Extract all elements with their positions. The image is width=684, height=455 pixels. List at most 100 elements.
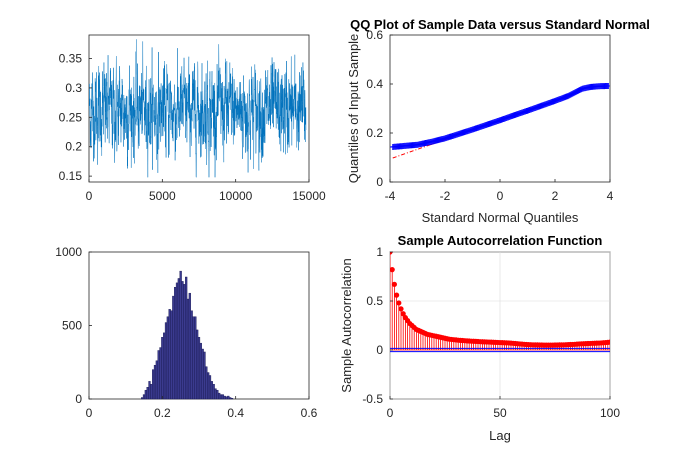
x-tick-label: 0: [387, 406, 394, 420]
histogram-bar: [179, 270, 182, 400]
qq-ylabel: Quantiles of Input Sample: [346, 34, 361, 184]
histogram-bar: [230, 398, 234, 400]
acf-point: [400, 311, 406, 317]
acf-point: [394, 292, 400, 298]
histogram-bar: [168, 309, 171, 400]
histogram-bar: [177, 278, 180, 400]
histogram-bar: [199, 342, 202, 400]
y-tick-label: -0.5: [362, 392, 383, 406]
histogram-bar: [155, 360, 158, 400]
histogram-bar: [141, 397, 144, 400]
qq-title: QQ Plot of Sample Data versus Standard N…: [350, 17, 650, 32]
histogram-bar: [210, 381, 213, 400]
qq-point: [605, 82, 610, 89]
histogram-bar: [175, 282, 179, 400]
x-tick-label: 0.4: [227, 406, 244, 420]
x-tick-label: 10000: [219, 189, 253, 203]
acf-point: [396, 300, 402, 306]
x-tick-label: 0.2: [154, 406, 171, 420]
histogram-plot: [141, 270, 234, 400]
x-tick-label: 2: [552, 189, 559, 203]
histogram-bar: [223, 395, 226, 400]
x-tick-label: -4: [385, 189, 396, 203]
histogram-bar: [203, 351, 206, 400]
histogram-bar: [163, 332, 166, 400]
histogram-bar: [208, 375, 212, 400]
histogram-bar: [144, 389, 147, 400]
acf-title: Sample Autocorrelation Function: [398, 233, 603, 248]
histogram-bar: [161, 337, 164, 400]
acf-point: [607, 339, 610, 345]
histogram-bar: [192, 316, 195, 400]
acf-point: [398, 306, 404, 312]
x-tick-label: 0: [497, 189, 504, 203]
histogram-bar: [153, 364, 157, 400]
timeseries-plot: [89, 39, 307, 178]
y-tick-label: 1000: [55, 245, 82, 259]
histogram-bar: [221, 394, 224, 400]
histogram-bar: [229, 397, 232, 400]
histogram-bar: [207, 372, 210, 400]
y-tick-label: 0: [376, 343, 383, 357]
x-tick-label: 4: [607, 189, 614, 203]
histogram-bar: [170, 310, 173, 400]
histogram-bar: [152, 369, 155, 400]
y-tick-label: 0.3: [65, 81, 82, 95]
qq-reference-line: [392, 144, 429, 159]
histogram-bar: [212, 384, 215, 400]
histogram-bar: [185, 276, 188, 400]
timeseries-ticks: 0 5000 10000 15000 0.15 0.2 0.25 0.3 0.35: [59, 52, 326, 203]
y-tick-label: 0.5: [366, 294, 383, 308]
histogram-bar: [201, 348, 204, 400]
histogram-bar: [148, 381, 151, 400]
x-tick-label: 5000: [149, 189, 176, 203]
y-tick-label: 0.2: [65, 140, 82, 154]
histogram-bar: [157, 350, 160, 400]
histogram-bar: [225, 396, 228, 400]
histogram-bar: [164, 322, 168, 400]
acf-point: [391, 281, 397, 287]
y-tick-label: 0: [376, 175, 383, 189]
qq-panel: -4 -2 0 2 4 0 0.2 0.4 0.6 QQ Plot of Sample Data…: [346, 17, 650, 225]
x-tick-label: 0: [86, 189, 93, 203]
x-tick-label: 0: [86, 406, 93, 420]
y-tick-label: 0: [75, 392, 82, 406]
histogram-bar: [183, 284, 186, 400]
histogram-bar: [159, 347, 162, 400]
x-tick-label: 100: [600, 406, 620, 420]
y-tick-label: 0.4: [366, 77, 383, 91]
histogram-bar: [219, 394, 223, 400]
histogram-bar: [218, 392, 221, 400]
qq-plot: [390, 82, 610, 159]
histogram-bar: [150, 384, 153, 400]
y-tick-label: 0.25: [59, 110, 83, 124]
histogram-panel: 0 0.2 0.4 0.6 0 500 1000: [55, 245, 317, 420]
acf-panel: 0 50 100 -0.5 0 0.5 1 Sample Autocorrelation F…: [339, 233, 620, 443]
histogram-bar: [190, 310, 193, 400]
acf-point: [390, 267, 395, 273]
x-tick-label: 50: [493, 406, 507, 420]
y-tick-label: 500: [62, 319, 82, 333]
histogram-bar: [142, 394, 146, 400]
histogram-bar: [197, 337, 201, 400]
histogram-bar: [214, 388, 217, 400]
acf-xlabel: Lag: [489, 428, 511, 443]
histogram-bar: [196, 329, 199, 400]
timeseries-panel: 0 5000 10000 15000 0.15 0.2 0.25 0.3 0.35: [59, 34, 326, 203]
histogram-bar: [181, 281, 184, 400]
histogram-bar: [166, 316, 169, 400]
y-tick-label: 0.2: [366, 126, 383, 140]
histogram-bar: [146, 387, 149, 400]
x-tick-label: 15000: [292, 189, 326, 203]
x-tick-label: -2: [440, 189, 451, 203]
x-tick-label: 0.6: [301, 406, 318, 420]
histogram-bar: [172, 295, 175, 400]
histogram-bar: [188, 292, 191, 400]
histogram-bar: [194, 316, 197, 400]
y-tick-label: 0.15: [59, 169, 83, 183]
histogram-bar: [205, 366, 208, 400]
acf-point: [390, 252, 393, 255]
y-tick-label: 0.6: [366, 28, 383, 42]
qq-axes: [389, 34, 611, 183]
